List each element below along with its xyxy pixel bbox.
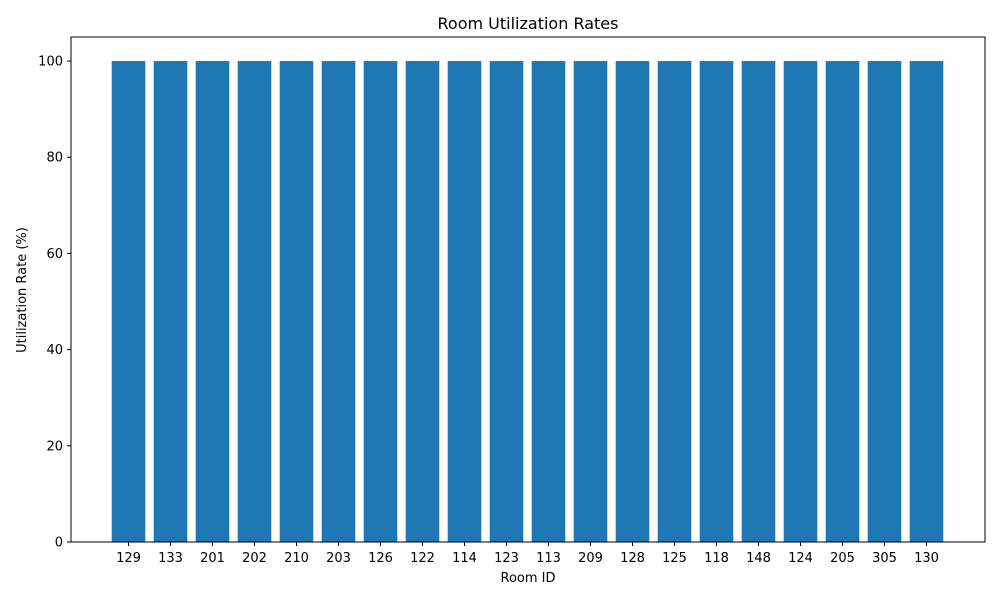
x-tick-label: 209: [578, 551, 603, 566]
bar-room-125: [657, 61, 692, 543]
y-tick-label: 20: [46, 439, 63, 454]
bar-room-126: [363, 61, 398, 543]
x-tick-label: 148: [746, 551, 771, 566]
bar-room-202: [237, 61, 272, 543]
bar-room-201: [195, 61, 230, 543]
bar-room-113: [531, 61, 566, 543]
x-tick-label: 202: [242, 551, 267, 566]
x-tick-label: 122: [410, 551, 435, 566]
bar-room-129: [111, 61, 146, 543]
bar-room-133: [153, 61, 188, 543]
x-tick-label: 130: [914, 551, 939, 566]
bar-room-130: [909, 61, 944, 543]
plot-area-frame: [70, 36, 986, 543]
y-tick-label: 40: [46, 343, 63, 358]
x-tick-label: 114: [452, 551, 477, 566]
x-tick-label: 210: [284, 551, 309, 566]
y-axis-ticks: 0 20 40 60 80 100: [38, 55, 71, 551]
x-tick-label: 118: [704, 551, 729, 566]
x-tick-label: 201: [200, 551, 225, 566]
bar-room-148: [741, 61, 776, 543]
bar-room-210: [279, 61, 314, 543]
bar-room-118: [699, 61, 734, 543]
x-tick-label: 113: [536, 551, 561, 566]
x-tick-label: 129: [116, 551, 141, 566]
bar-room-203: [321, 61, 356, 543]
bar-room-128: [615, 61, 650, 543]
x-axis-label: Room ID: [501, 571, 556, 586]
x-axis-ticks: 129 133 201 202 210 203 126 122 114 123 113 209 128 1…: [116, 542, 939, 566]
chart-title: Room Utilization Rates: [438, 14, 619, 33]
y-tick-label: 0: [55, 536, 63, 551]
y-tick-label: 60: [46, 247, 63, 262]
y-tick-label: 100: [38, 55, 63, 70]
bar-room-209: [573, 61, 608, 543]
y-axis-label: Utilization Rate (%): [15, 227, 30, 353]
x-tick-label: 305: [872, 551, 897, 566]
x-tick-label: 123: [494, 551, 519, 566]
x-tick-label: 125: [662, 551, 687, 566]
bars-group: [111, 61, 944, 543]
x-tick-label: 205: [830, 551, 855, 566]
bar-room-305: [867, 61, 902, 543]
bar-room-114: [447, 61, 482, 543]
bar-room-123: [489, 61, 524, 543]
bar-room-124: [783, 61, 818, 543]
bar-room-122: [405, 61, 440, 543]
bar-room-205: [825, 61, 860, 543]
x-tick-label: 126: [368, 551, 393, 566]
x-tick-label: 133: [158, 551, 183, 566]
x-tick-label: 124: [788, 551, 813, 566]
y-tick-label: 80: [46, 151, 63, 166]
x-tick-label: 128: [620, 551, 645, 566]
x-tick-label: 203: [326, 551, 351, 566]
